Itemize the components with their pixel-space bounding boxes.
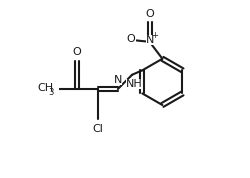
Text: O: O (127, 34, 136, 44)
Text: O: O (145, 9, 154, 19)
Text: CH: CH (38, 83, 54, 93)
Text: +: + (152, 31, 158, 40)
Text: N: N (146, 35, 155, 45)
Text: 3: 3 (48, 88, 54, 97)
Text: O: O (72, 47, 81, 57)
Text: Cl: Cl (93, 124, 104, 134)
Text: ⁻: ⁻ (126, 35, 131, 44)
Text: NH: NH (126, 79, 142, 89)
Text: N: N (114, 75, 122, 85)
